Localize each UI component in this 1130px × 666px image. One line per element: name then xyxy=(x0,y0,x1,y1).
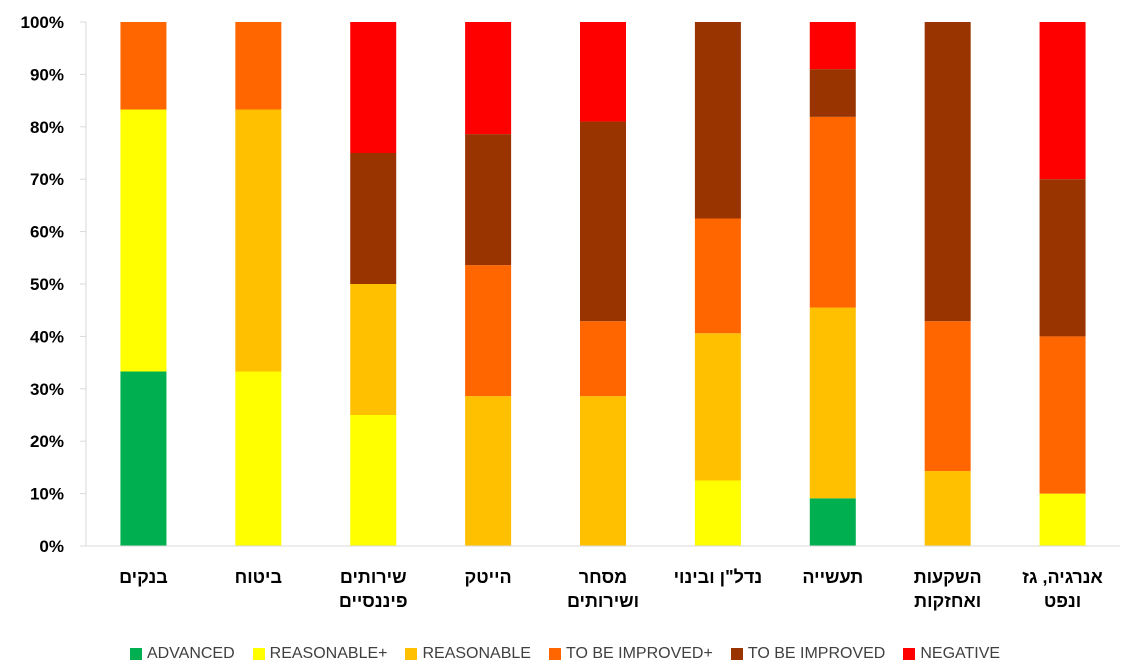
x-tick-label-line: אנרגיה, גז xyxy=(1022,567,1103,587)
bar-segment xyxy=(809,116,856,308)
bar-segment xyxy=(1039,336,1086,494)
x-tick-label-line: הייטק xyxy=(465,567,512,587)
bar-segment xyxy=(924,22,971,322)
bar-segment xyxy=(809,307,856,499)
bar-segment xyxy=(809,498,856,546)
legend-item: REASONABLE xyxy=(405,645,531,663)
y-tick-label: 70% xyxy=(30,170,64,189)
bar-segment xyxy=(580,396,626,546)
bar-segment xyxy=(809,22,856,70)
x-tick-label-line: נדל"ן ובינוי xyxy=(674,567,763,587)
bar-segment xyxy=(924,471,971,546)
x-tick-label-line: ושירותים xyxy=(567,591,639,611)
bar-segment xyxy=(465,396,512,546)
bar-segment xyxy=(694,333,741,481)
x-tick-label-line: מסחר xyxy=(579,567,627,587)
x-tick-label-line: פיננסיים xyxy=(339,591,408,611)
y-tick-label: 80% xyxy=(30,118,64,137)
bar-segment xyxy=(235,109,282,372)
y-tick-label: 60% xyxy=(30,223,64,242)
legend-item: ADVANCED xyxy=(129,645,235,663)
legend-item: REASONABLE+ xyxy=(252,645,388,663)
bar-segment xyxy=(580,121,626,322)
x-tick-label: ביטוח xyxy=(235,567,282,587)
bar-segment xyxy=(350,153,397,284)
bar-segment xyxy=(120,109,167,372)
bar-segment xyxy=(350,284,397,415)
bar-segment xyxy=(924,321,971,472)
x-tick-label: מסחר ושירותים xyxy=(567,567,639,611)
legend-swatch xyxy=(730,648,743,660)
x-tick-label-line: תעשייה xyxy=(802,567,863,587)
bar-segment xyxy=(694,218,741,334)
bar-segment xyxy=(120,22,167,110)
legend-label: ADVANCED xyxy=(146,645,235,662)
y-tick-label: 90% xyxy=(30,65,64,84)
bar-segment xyxy=(694,22,741,219)
x-tick-label: שירותים פיננסיים xyxy=(339,567,408,611)
bar-segment xyxy=(350,22,397,153)
legend-label: TO BE IMPROVED+ xyxy=(565,645,713,662)
chart-legend: ADVANCED REASONABLE+ REASONABLE TO BE IMPRO… xyxy=(0,644,1130,664)
bar-segment xyxy=(1039,493,1086,546)
legend-item: NEGATIVE xyxy=(903,645,1000,663)
bar-segment xyxy=(235,371,282,546)
bar-segment xyxy=(809,69,856,117)
x-tick-label-line: השקעות xyxy=(914,567,982,587)
y-tick-label: 10% xyxy=(30,485,64,504)
legend-swatch xyxy=(252,648,265,660)
bar-segment xyxy=(465,265,512,397)
x-tick-label: בנקים xyxy=(119,567,168,587)
y-tick-label: 20% xyxy=(30,432,64,451)
legend-label: TO BE IMPROVED xyxy=(747,645,886,662)
bar-segment xyxy=(580,22,626,122)
bar-segment xyxy=(694,480,741,546)
legend-label: REASONABLE+ xyxy=(269,645,388,662)
legend-label: REASONABLE xyxy=(422,645,531,662)
legend-swatch xyxy=(548,648,561,660)
x-tick-label: הייטק xyxy=(465,567,512,587)
bar-segment xyxy=(120,371,167,546)
y-tick-label: 0% xyxy=(39,537,64,556)
bar-segment xyxy=(1039,179,1086,337)
bar-segment xyxy=(465,134,512,266)
bar-segment xyxy=(350,415,397,546)
legend-label: NEGATIVE xyxy=(920,645,1001,662)
bar-segment xyxy=(1039,22,1086,180)
x-tick-label: אנרגיה, גז ונפט xyxy=(1022,567,1103,611)
bar-segment xyxy=(465,22,512,135)
legend-swatch xyxy=(129,648,142,660)
x-tick-label: נדל"ן ובינוי xyxy=(674,567,763,587)
bar-segment xyxy=(235,22,282,110)
y-tick-label: 50% xyxy=(30,275,64,294)
x-tick-label: תעשייה xyxy=(802,567,863,587)
x-tick-label: השקעות ואחזקות xyxy=(914,567,982,611)
y-tick-label: 30% xyxy=(30,380,64,399)
bar-segment xyxy=(580,321,626,397)
y-tick-label: 40% xyxy=(30,327,64,346)
x-tick-label-line: שירותים xyxy=(340,567,407,587)
x-tick-label-line: בנקים xyxy=(119,567,168,587)
legend-item: TO BE IMPROVED xyxy=(730,645,886,663)
x-tick-label-line: ונפט xyxy=(1044,591,1081,611)
y-tick-label: 100% xyxy=(21,13,64,32)
legend-item: TO BE IMPROVED+ xyxy=(548,645,713,663)
legend-swatch xyxy=(903,648,916,660)
stacked-bar-chart: 0% 10% 20% 30% 40% 50% 60% 70% 80% 90% 100% בנקים בי… xyxy=(21,13,1120,611)
legend-swatch xyxy=(405,648,418,660)
x-tick-label-line: ביטוח xyxy=(235,567,282,587)
x-tick-label-line: ואחזקות xyxy=(914,591,981,611)
